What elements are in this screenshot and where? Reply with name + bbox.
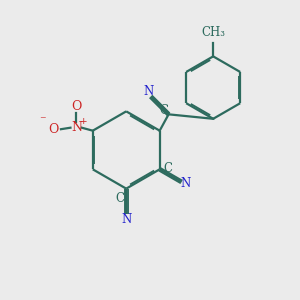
Text: N: N xyxy=(143,85,154,98)
Text: C: C xyxy=(159,104,168,117)
Text: N: N xyxy=(180,177,190,190)
Text: N: N xyxy=(71,121,82,134)
Text: O: O xyxy=(48,123,59,136)
Text: C: C xyxy=(115,192,124,205)
Text: ⁻: ⁻ xyxy=(39,114,46,128)
Text: +: + xyxy=(79,117,87,126)
Text: C: C xyxy=(163,162,172,175)
Text: CH₃: CH₃ xyxy=(201,26,225,39)
Text: O: O xyxy=(71,100,82,113)
Text: N: N xyxy=(121,213,131,226)
